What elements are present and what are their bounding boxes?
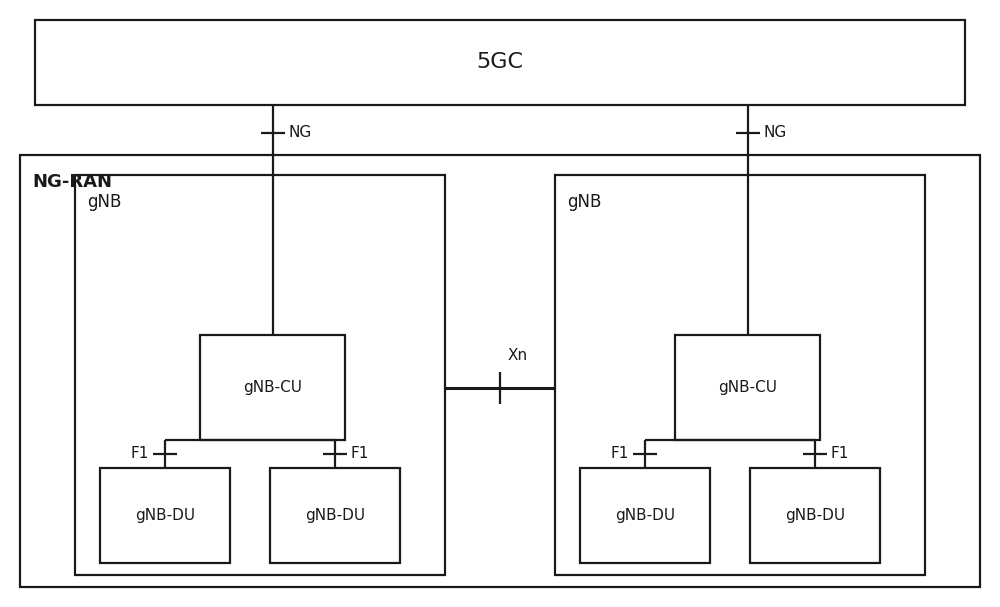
Text: NG-RAN: NG-RAN [32,173,112,191]
Bar [555,175,925,575]
Text: gNB-DU: gNB-DU [785,508,845,523]
Text: gNB-DU: gNB-DU [305,508,365,523]
Text: gNB-DU: gNB-DU [615,508,675,523]
Text: F1: F1 [611,447,629,461]
Text: gNB-DU: gNB-DU [135,508,195,523]
Bar [270,468,400,563]
Bar [580,468,710,563]
Text: gNB-CU: gNB-CU [718,380,777,395]
Text: F1: F1 [831,447,849,461]
Text: NG: NG [288,125,312,140]
Bar [20,155,980,587]
Bar [200,335,345,440]
Text: F1: F1 [131,447,149,461]
Bar [75,175,445,575]
Text: 5GC: 5GC [477,52,524,72]
Bar [675,335,820,440]
Text: F1: F1 [351,447,369,461]
Bar [35,20,965,105]
Text: Xn: Xn [508,348,528,364]
Bar [100,468,230,563]
Text: gNB: gNB [87,193,121,211]
Text: gNB: gNB [567,193,601,211]
Bar [750,468,880,563]
Text: NG: NG [764,125,787,140]
Text: gNB-CU: gNB-CU [243,380,302,395]
